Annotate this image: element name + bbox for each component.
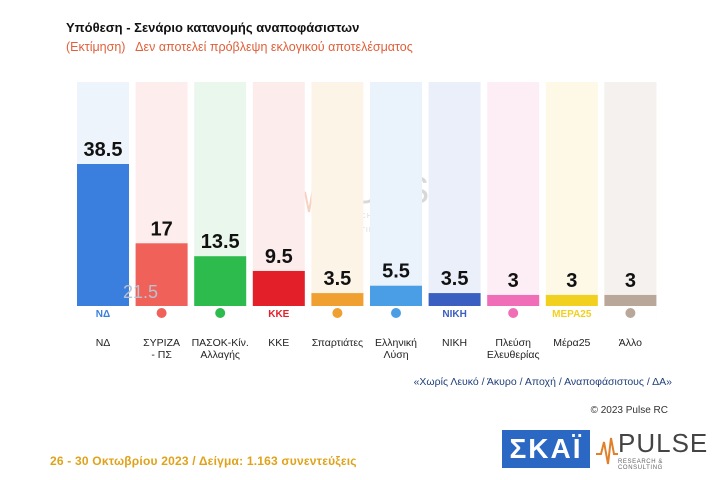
pulse-logo-icon [596, 437, 618, 465]
pulse-logo: PULSE RESEARCH & CONSULTING [596, 428, 709, 472]
bar-10-category-label: Άλλο [619, 337, 642, 349]
bar-7-logo-strip [428, 306, 481, 320]
chart-subtitle: (Εκτίμηση) Δεν αποτελεί πρόβλεψη εκλογικ… [66, 40, 413, 54]
bar-8-background [487, 82, 540, 320]
bar-2-value-label: 17 [150, 218, 172, 240]
bar-6-logo-icon [391, 308, 401, 318]
pulse-logo-word: PULSE [618, 428, 709, 458]
copyright-text: © 2023 Pulse RC [590, 405, 668, 416]
bar-5-value-label: 3.5 [323, 268, 351, 290]
bar-10 [604, 294, 657, 306]
bar-1 [77, 164, 129, 306]
bar-2-logo-icon [156, 308, 167, 318]
bar-4-category-label: ΚΚΕ [268, 337, 289, 349]
bar-8-category-label: Ελευθερίας [487, 349, 540, 361]
bar-7-background [428, 82, 481, 320]
bar-9-logo-strip [545, 306, 598, 320]
bar-3 [194, 256, 247, 306]
bar-6-value-label: 5.5 [382, 261, 410, 283]
bar-9 [545, 294, 598, 306]
bar-6 [370, 285, 422, 306]
bar-3-category-label: Αλλαγής [200, 349, 240, 361]
bar-5-category-label: Σπαρτιάτες [312, 337, 363, 349]
bar-4-value-label: 9.5 [265, 246, 293, 268]
survey-info: 26 - 30 Οκτωβρίου 2023 / Δείγμα: 1.163 σ… [50, 454, 357, 468]
bar-7-value-label: 3.5 [441, 268, 469, 290]
bar-2-category-label: ΣΥΡΙΖΑ [143, 337, 180, 349]
chart-title: Υπόθεση - Σενάριο κατανομής αναποφάσιστω… [66, 20, 360, 35]
bar-9-logo: ΜΕΡΑ25 [552, 309, 592, 320]
bar-8-category-label: Πλεύση [495, 337, 531, 349]
bar-9-background [545, 82, 598, 320]
difference-annotation: 21.5 [123, 282, 158, 302]
bar-3-value-label: 13.5 [201, 231, 240, 253]
bar-9-category-label: Μέρα25 [553, 337, 590, 349]
bar-5-logo-icon [332, 308, 343, 318]
bar-5 [311, 293, 364, 306]
bar-chart: ΝΔ 38.5 ΝΔ 17 ΣΥΡΙΖΑ- ΠΣ 13.5 ΠΑΣΟΚ-Κίν.Αλλαγή… [77, 82, 657, 361]
bar-1-logo-strip [77, 306, 129, 320]
bar-3-logo-icon [215, 308, 226, 318]
bar-10-value-label: 3 [625, 270, 636, 292]
bar-4-logo: ΚΚΕ [268, 309, 289, 320]
bar-8-logo-icon [508, 308, 519, 318]
bar-5-background [311, 82, 364, 320]
bar-4-logo-strip [252, 306, 305, 320]
bar-1-category-label: ΝΔ [96, 337, 111, 349]
bar-6-category-label: Ελληνική [375, 337, 417, 349]
bar-6-category-label: Λύση [383, 349, 408, 361]
bar-10-logo-icon [625, 308, 636, 318]
bar-7-category-label: ΝΙΚΗ [442, 337, 467, 349]
bar-10-background [604, 82, 657, 320]
bar-2-category-label: - ΠΣ [151, 349, 172, 361]
bar-4 [252, 270, 305, 306]
bar-7 [428, 293, 481, 306]
bar-8 [487, 294, 540, 306]
bar-7-logo: ΝΙΚΗ [442, 309, 466, 320]
bar-6-background [370, 82, 422, 320]
bar-2 [135, 243, 188, 306]
bar-8-value-label: 3 [508, 270, 519, 292]
bar-1-logo: ΝΔ [96, 309, 110, 320]
pulse-logo-tag: RESEARCH & CONSULTING [618, 459, 664, 471]
chart-footnote: «Χωρίς Λευκό / Άκυρο / Αποχή / Αναποφάσι… [413, 376, 672, 388]
bar-9-value-label: 3 [566, 270, 577, 292]
bar-3-category-label: ΠΑΣΟΚ-Κίν. [192, 337, 249, 349]
skai-logo: ΣΚΑΪ [502, 430, 590, 468]
bar-1-value-label: 38.5 [84, 139, 123, 161]
